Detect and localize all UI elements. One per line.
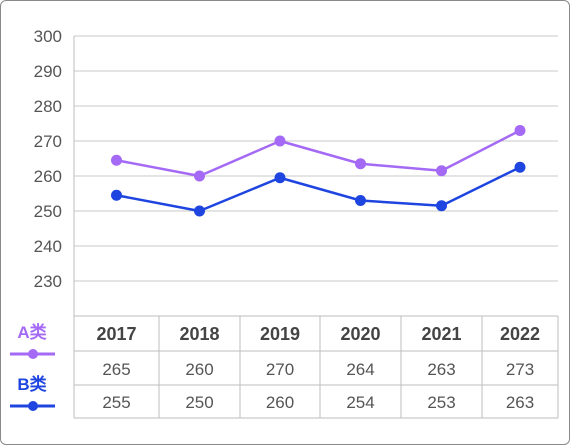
x-tick-2019: 2019 <box>260 324 300 344</box>
data-label-1-2022: 263 <box>506 393 534 412</box>
y-tick-300: 300 <box>34 27 62 46</box>
data-label-0-2021: 263 <box>427 360 455 379</box>
point-1-2019 <box>274 172 286 184</box>
point-1-2017 <box>111 189 122 201</box>
data-label-1-2021: 253 <box>427 393 455 412</box>
point-1-2018 <box>194 205 205 217</box>
data-label-0-2019: 270 <box>266 360 294 379</box>
point-0-2018 <box>194 170 205 182</box>
point-0-2022 <box>514 125 526 136</box>
y-tick-270: 270 <box>34 132 62 151</box>
point-0-2017 <box>111 154 122 166</box>
data-label-1-2020: 254 <box>346 393 374 412</box>
legend: A类 B类 <box>10 322 55 411</box>
point-1-2022 <box>514 161 526 173</box>
y-tick-280: 280 <box>34 97 62 116</box>
y-axis-ticks: 230 240 250 260 270 280 290 300 <box>34 27 62 291</box>
point-0-2020 <box>355 158 366 170</box>
data-label-0-2022: 273 <box>506 360 534 379</box>
data-label-1-2019: 260 <box>266 393 294 412</box>
y-tick-240: 240 <box>34 237 62 256</box>
x-tick-2020: 2020 <box>340 324 380 344</box>
x-tick-2018: 2018 <box>179 324 219 344</box>
data-label-0-2018: 260 <box>185 360 213 379</box>
point-1-2021 <box>436 200 447 212</box>
legend-label-1: B类 <box>17 374 47 394</box>
data-label-1-2018: 250 <box>185 393 213 412</box>
y-tick-230: 230 <box>34 272 62 291</box>
y-tick-250: 250 <box>34 202 62 221</box>
y-tick-260: 260 <box>34 167 62 186</box>
point-0-2019 <box>274 135 286 147</box>
legend-marker-1 <box>28 401 38 411</box>
x-tick-2022: 2022 <box>500 324 540 344</box>
grid-lines <box>73 35 558 418</box>
data-label-1-2017: 255 <box>102 393 130 412</box>
y-tick-290: 290 <box>34 62 62 81</box>
series-line-0 <box>116 129 521 178</box>
x-tick-2021: 2021 <box>421 324 461 344</box>
legend-marker-0 <box>28 349 38 359</box>
data-label-0-2017: 265 <box>102 360 130 379</box>
x-tick-2017: 2017 <box>96 324 136 344</box>
series-line-1 <box>116 166 521 213</box>
point-0-2021 <box>436 165 447 177</box>
series-group <box>111 125 526 217</box>
data-label-0-2020: 264 <box>346 360 374 379</box>
data-table: 2017 2018 2019 2020 2021 2022 265 260 270 264 263 2… <box>73 315 559 419</box>
point-1-2020 <box>355 195 366 206</box>
legend-label-0: A类 <box>17 322 47 342</box>
